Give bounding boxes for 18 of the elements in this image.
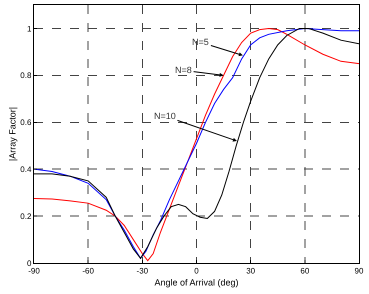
y-tick-label: 0 <box>26 258 32 268</box>
annotation: N=5 <box>192 37 209 47</box>
y-tick-label: 1 <box>26 24 32 34</box>
x-tick-label: 0 <box>194 266 200 276</box>
y-tick-label: 0.6 <box>20 118 32 128</box>
annotation: N=10 <box>154 111 176 121</box>
y-axis-title: |Array Factor| <box>8 106 18 162</box>
x-tick-label: 30 <box>246 266 256 276</box>
annotation: N=8 <box>175 65 192 75</box>
x-tick-label: -90 <box>28 266 40 276</box>
x-tick-label: 90 <box>354 266 364 276</box>
y-tick-label: 0.8 <box>20 71 32 80</box>
x-tick-label: 60 <box>300 266 310 276</box>
x-tick-label: -60 <box>82 266 94 276</box>
x-tick-label: -30 <box>136 266 149 276</box>
x-axis-title: Angle of Arrival (deg) <box>154 277 239 288</box>
y-tick-label: 0.4 <box>20 164 32 174</box>
y-tick-label: 0.2 <box>20 212 32 221</box>
